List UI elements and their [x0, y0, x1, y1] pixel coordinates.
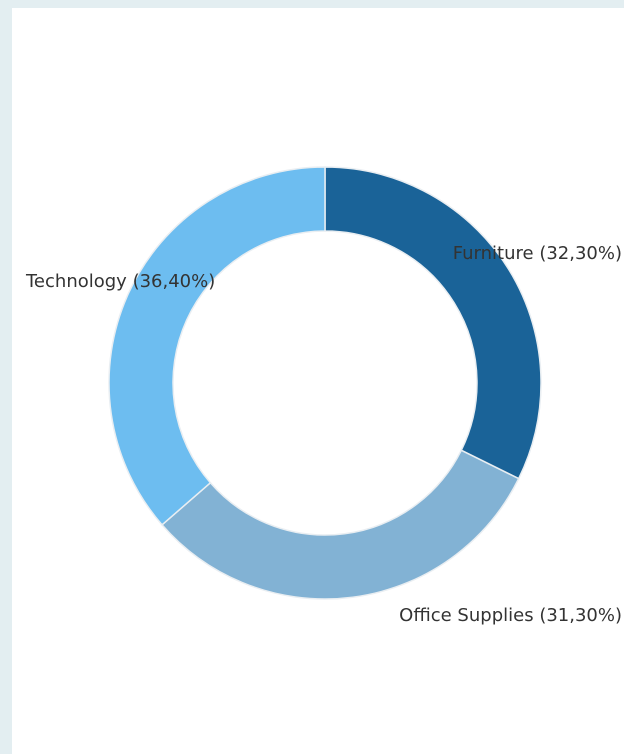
slice-label: Technology (36,40%): [25, 271, 215, 292]
slice-value-label: (31,30%): [539, 605, 622, 626]
donut-slice: [161, 449, 520, 600]
slice-category: Furniture: [453, 243, 534, 264]
slice-value-label: (32,30%): [539, 243, 622, 264]
slice-label: Furniture (32,30%): [453, 243, 622, 264]
donut-slice: [324, 166, 542, 480]
slice-label: Office Supplies (31,30%): [399, 605, 622, 626]
slice-value-label: (36,40%): [133, 271, 216, 292]
slice-category: Office Supplies: [399, 605, 533, 626]
donut-slice: [108, 166, 326, 526]
slice-category: Technology: [25, 271, 127, 292]
